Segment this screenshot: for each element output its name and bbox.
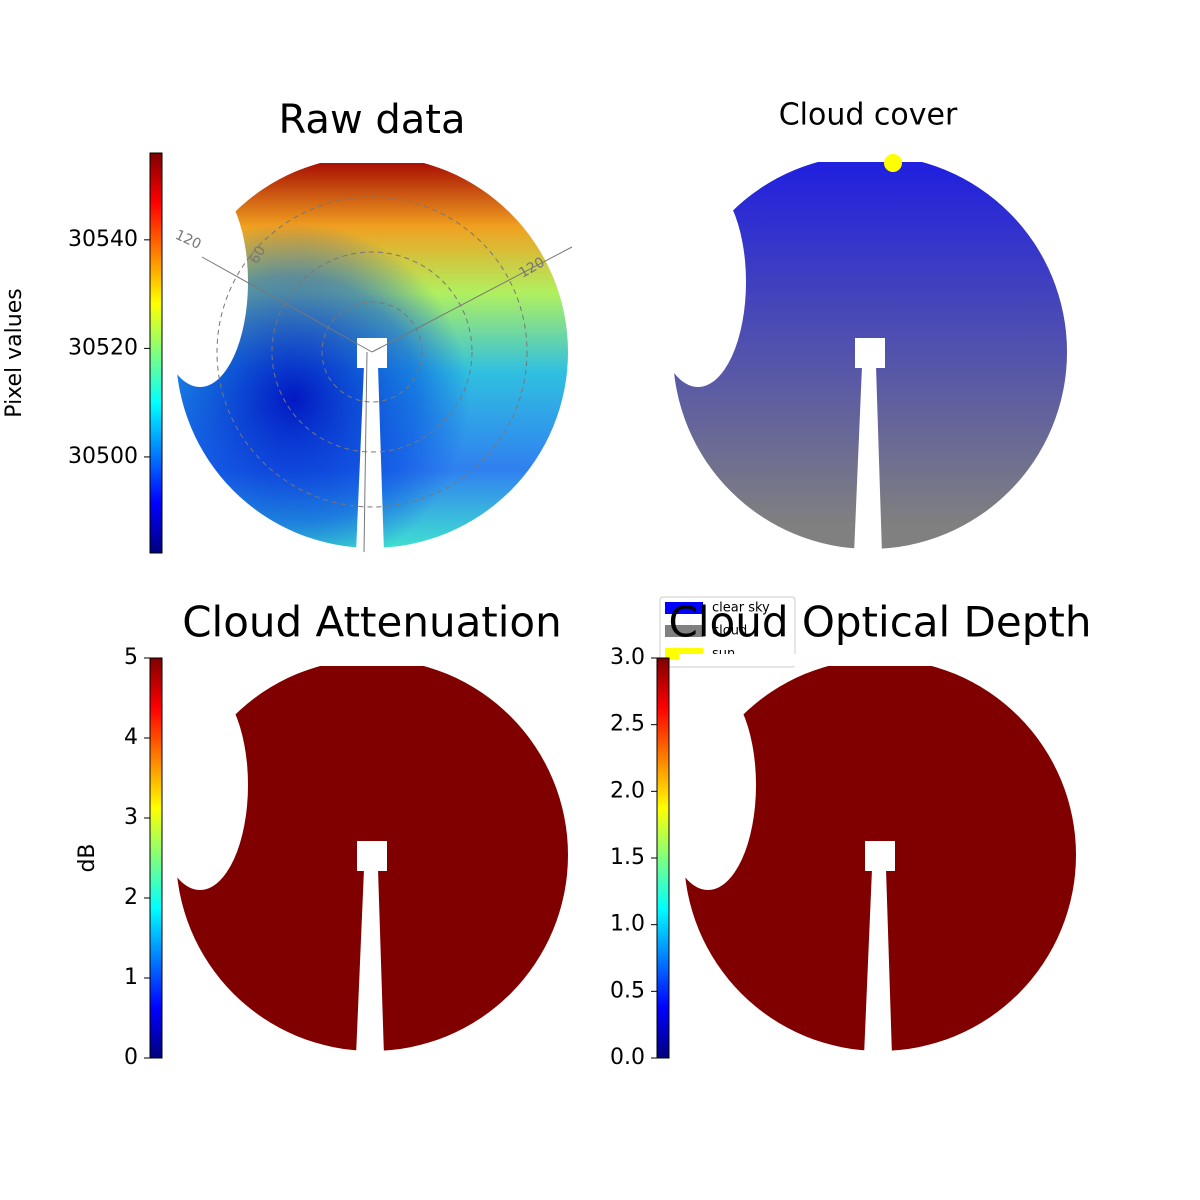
mast xyxy=(854,366,882,554)
colorbar-label: dB xyxy=(75,843,100,872)
colorbar xyxy=(656,657,670,1059)
colorbar-tick-label: 2.0 xyxy=(610,778,645,803)
image-mask xyxy=(152,177,248,387)
mast xyxy=(864,869,892,1056)
panel-title: Cloud cover xyxy=(779,98,958,133)
colorbar xyxy=(149,152,163,554)
colorbar-label: Pixel values xyxy=(2,288,27,417)
image-mask xyxy=(152,680,248,890)
colorbar-tick-label: 3.0 xyxy=(610,645,645,670)
legend-label: clear sky xyxy=(712,601,770,616)
panel-title: Cloud Optical Depth xyxy=(669,598,1092,647)
legend-swatch xyxy=(665,602,703,614)
colorbar xyxy=(149,657,163,1059)
mast xyxy=(855,338,885,368)
colorbar-tick-label: 0 xyxy=(124,1045,138,1070)
legend: clear skycloudsun xyxy=(659,596,796,668)
mast xyxy=(357,841,387,871)
colorbar-tick-label: 2.5 xyxy=(610,712,645,737)
colorbar-tick-label: 30520 xyxy=(68,335,138,360)
polar-grid xyxy=(271,251,473,453)
image-mask xyxy=(679,654,1081,666)
colorbar-tick-label: 3 xyxy=(124,805,138,830)
colorbar-tick-label: 0.5 xyxy=(610,978,645,1003)
polar-grid xyxy=(321,301,423,403)
mast xyxy=(356,869,384,1056)
colorbar-tick-label: 0.0 xyxy=(610,1045,645,1070)
colorbar-tick-label: 4 xyxy=(124,725,138,750)
image-mask xyxy=(660,680,756,890)
legend-swatch xyxy=(665,625,703,637)
polar-axis xyxy=(201,246,573,553)
image-mask xyxy=(171,654,573,666)
image-mask xyxy=(171,151,573,163)
sun xyxy=(884,154,902,172)
image-mask xyxy=(650,177,746,387)
colorbar-tick-label: 1.5 xyxy=(610,845,645,870)
polar-label: 60 xyxy=(247,243,270,266)
legend-label: cloud xyxy=(712,624,747,639)
mast xyxy=(357,338,387,368)
colorbar-tick-label: 1.0 xyxy=(610,912,645,937)
colorbar-tick-label: 5 xyxy=(124,645,138,670)
mast xyxy=(865,841,895,871)
panel: Cloud Optical Depth 0.0 0.5 1.0 1.5 2.0 2.5 3.0 xyxy=(610,598,1091,1071)
polar-grid xyxy=(216,196,528,508)
panel-title: Raw data xyxy=(279,97,466,143)
image-mask xyxy=(668,150,1072,162)
colorbar-tick-label: 30540 xyxy=(68,227,138,252)
panel-title: Cloud Attenuation xyxy=(182,598,562,647)
colorbar-tick-label: 1 xyxy=(124,965,138,990)
panel: Cloud Attenuation 0 1 2 3 4 5 dB xyxy=(75,598,573,1070)
colorbar-tick-label: 30500 xyxy=(68,444,138,469)
colorbar-tick-label: 2 xyxy=(124,885,138,910)
